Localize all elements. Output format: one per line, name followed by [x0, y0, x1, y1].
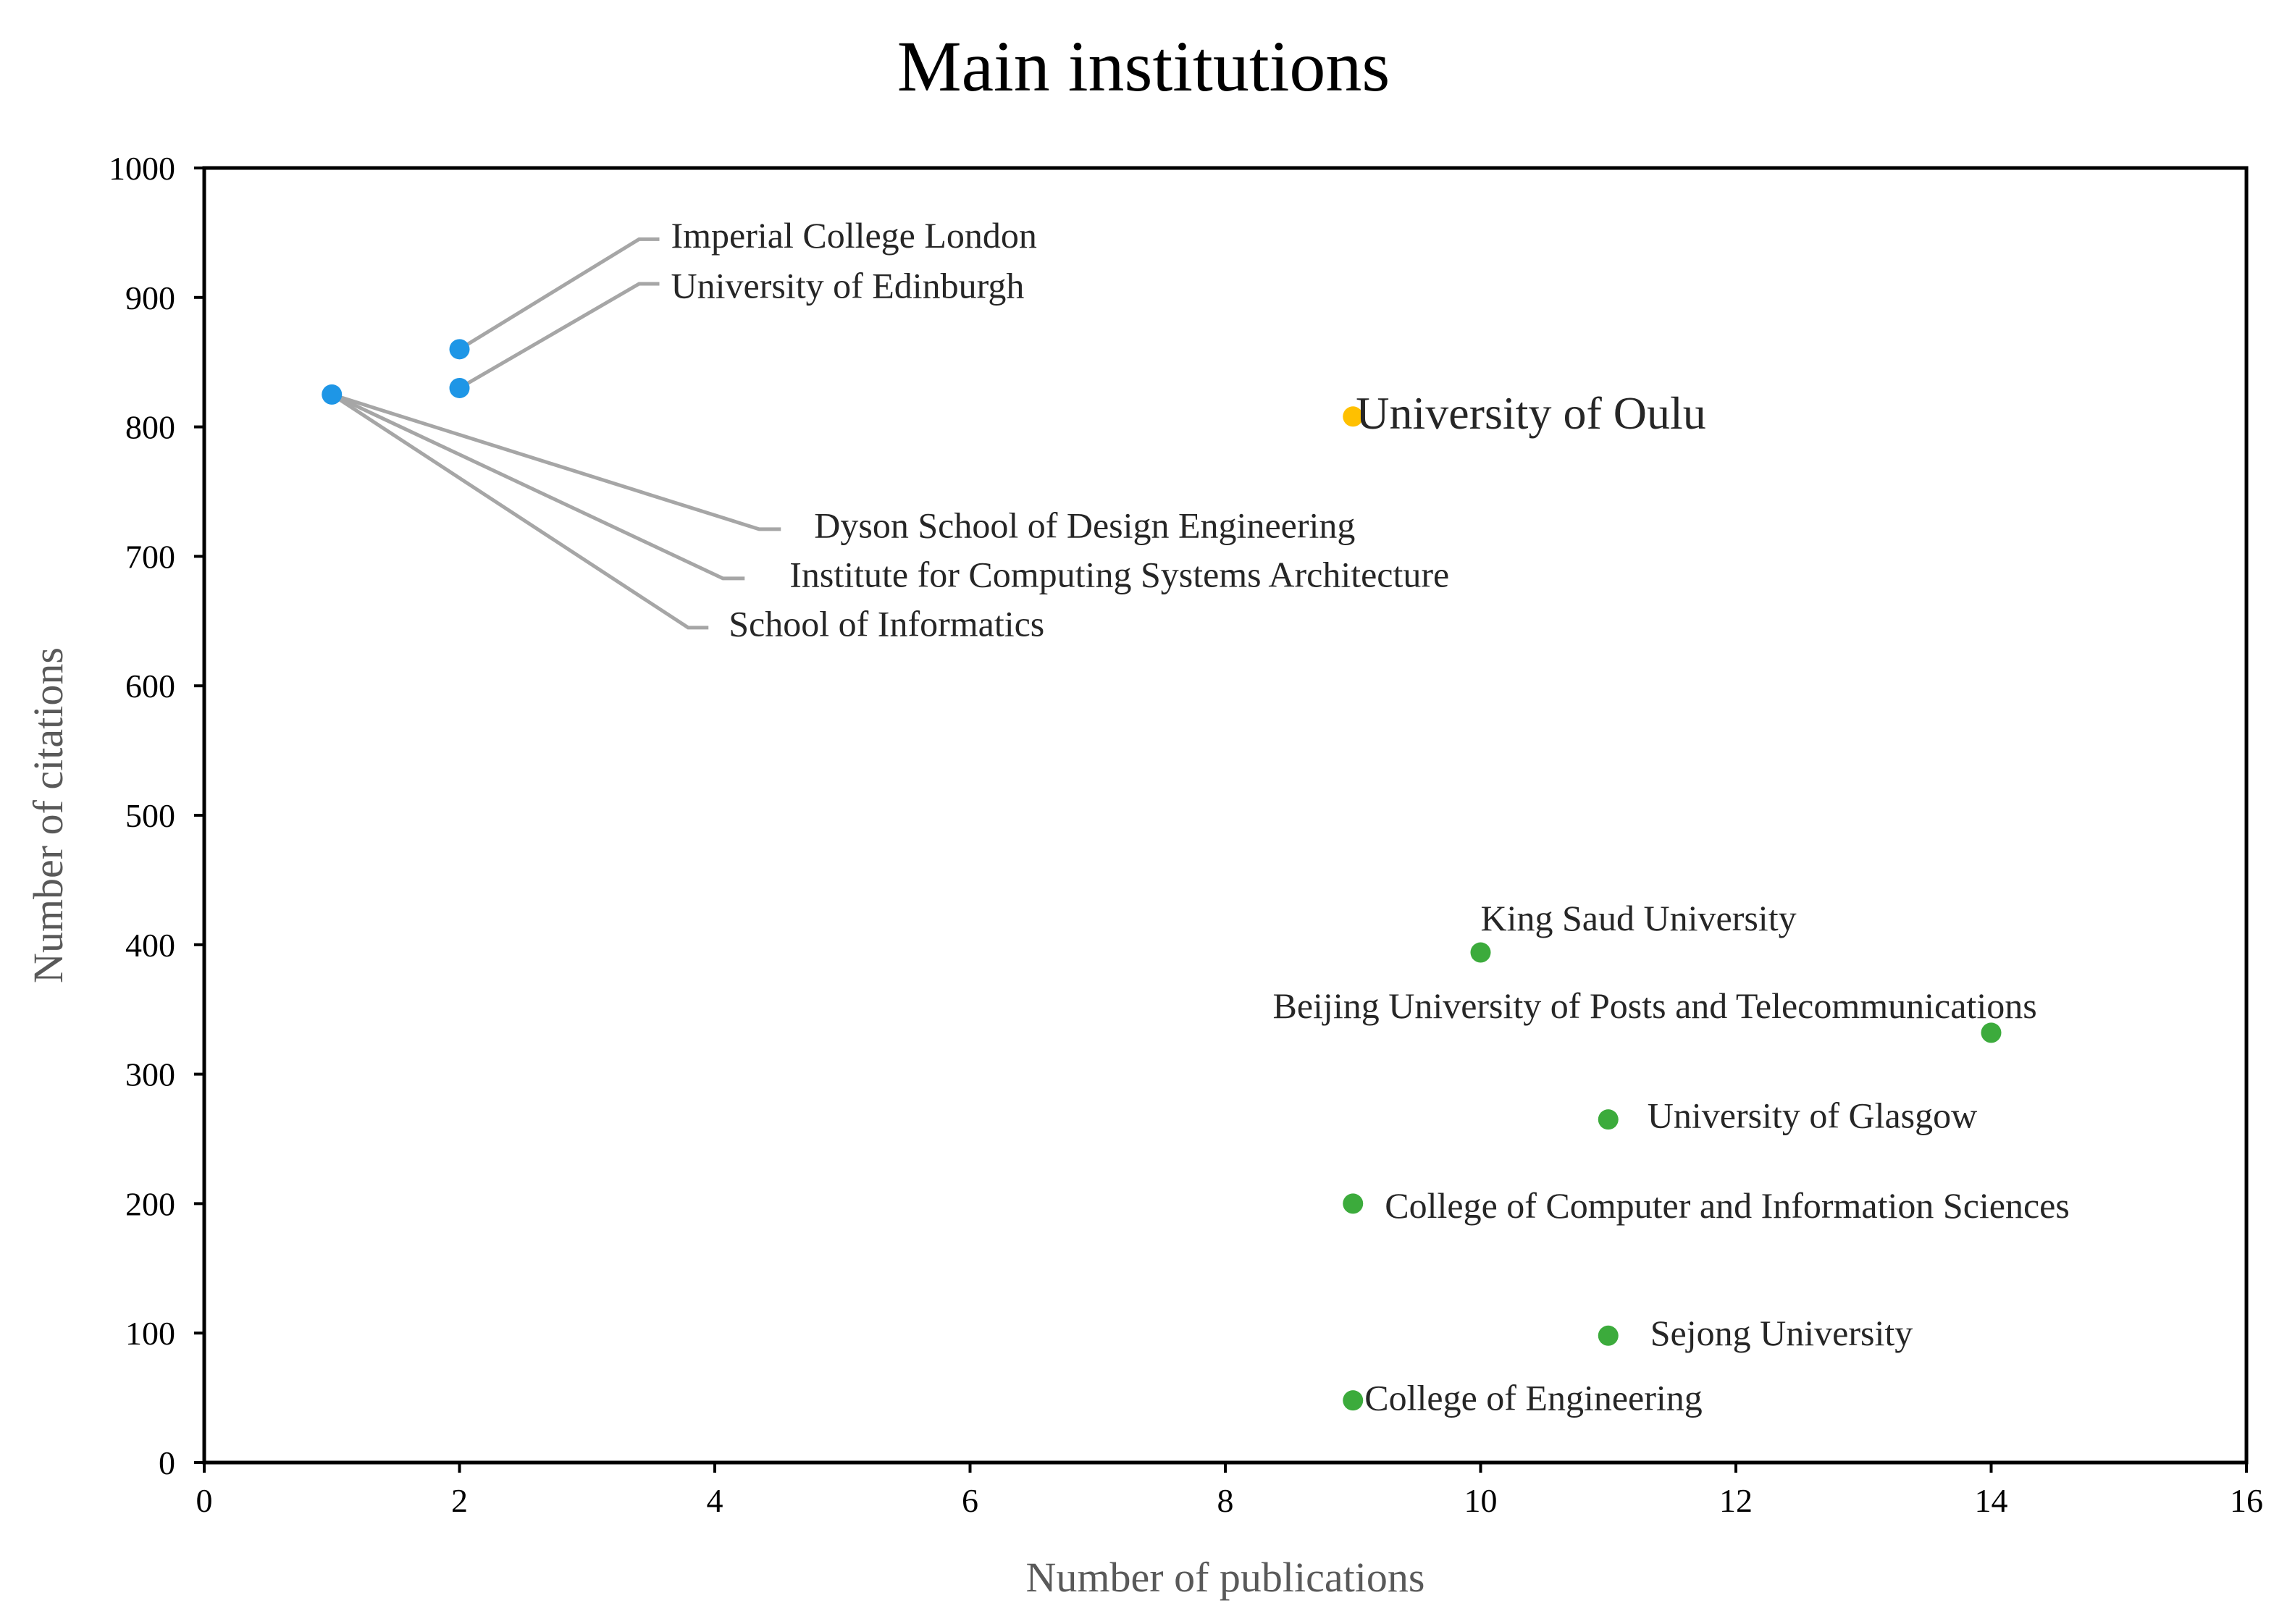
y-tick-label: 200	[125, 1185, 175, 1222]
point-label: Dyson School of Design Engineering	[814, 505, 1355, 545]
y-tick-label: 800	[125, 409, 175, 446]
y-tick-label: 300	[125, 1056, 175, 1093]
data-point	[322, 384, 343, 405]
point-label: Institute for Computing Systems Architec…	[789, 554, 1449, 594]
leader-line	[458, 237, 660, 351]
point-label: University of Oulu	[1356, 387, 1706, 439]
data-point	[449, 377, 470, 398]
leader-line	[331, 392, 781, 531]
point-label: University of Glasgow	[1648, 1095, 1978, 1136]
y-tick-label: 900	[125, 279, 175, 316]
data-point	[1470, 942, 1491, 963]
leader-line	[331, 392, 745, 581]
data-point	[1343, 406, 1364, 427]
x-tick-label: 8	[1217, 1482, 1234, 1519]
y-tick-label: 500	[125, 797, 175, 834]
point-label: Imperial College London	[671, 215, 1037, 256]
y-tick-label: 0	[159, 1444, 175, 1481]
data-point	[1981, 1022, 2002, 1043]
x-tick-label: 16	[2230, 1482, 2263, 1519]
data-point	[449, 339, 470, 360]
data-point	[1598, 1109, 1619, 1130]
x-tick-label: 0	[196, 1482, 213, 1519]
y-tick-label: 400	[125, 927, 175, 964]
leader-line	[330, 392, 709, 630]
x-tick-label: 10	[1464, 1482, 1498, 1519]
chart-title: Main institutions	[897, 26, 1390, 106]
x-tick-label: 14	[1975, 1482, 2008, 1519]
point-label: School of Informatics	[729, 603, 1044, 644]
x-tick-label: 2	[451, 1482, 468, 1519]
y-tick-label: 1000	[109, 150, 175, 187]
leader-line	[458, 282, 660, 390]
point-label: Beijing University of Posts and Telecomm…	[1273, 985, 2037, 1026]
x-tick-label: 6	[962, 1482, 978, 1519]
point-label: University of Edinburgh	[671, 265, 1025, 306]
y-tick-label: 700	[125, 538, 175, 575]
data-point	[1598, 1325, 1619, 1346]
point-label: College of Computer and Information Scie…	[1385, 1185, 2070, 1226]
plot-frame	[202, 166, 2249, 1465]
point-label: King Saud University	[1481, 898, 1797, 938]
y-tick-label: 100	[125, 1315, 175, 1352]
point-label: College of Engineering	[1364, 1378, 1703, 1418]
data-point	[1343, 1390, 1364, 1411]
x-tick-label: 12	[1719, 1482, 1753, 1519]
point-label: Sejong University	[1650, 1313, 1913, 1353]
x-tick-label: 4	[707, 1482, 723, 1519]
y-axis-label: Number of citations	[25, 647, 72, 983]
y-tick-label: 600	[125, 668, 175, 704]
x-axis-label: Number of publications	[1026, 1554, 1425, 1601]
data-point	[1343, 1193, 1364, 1214]
